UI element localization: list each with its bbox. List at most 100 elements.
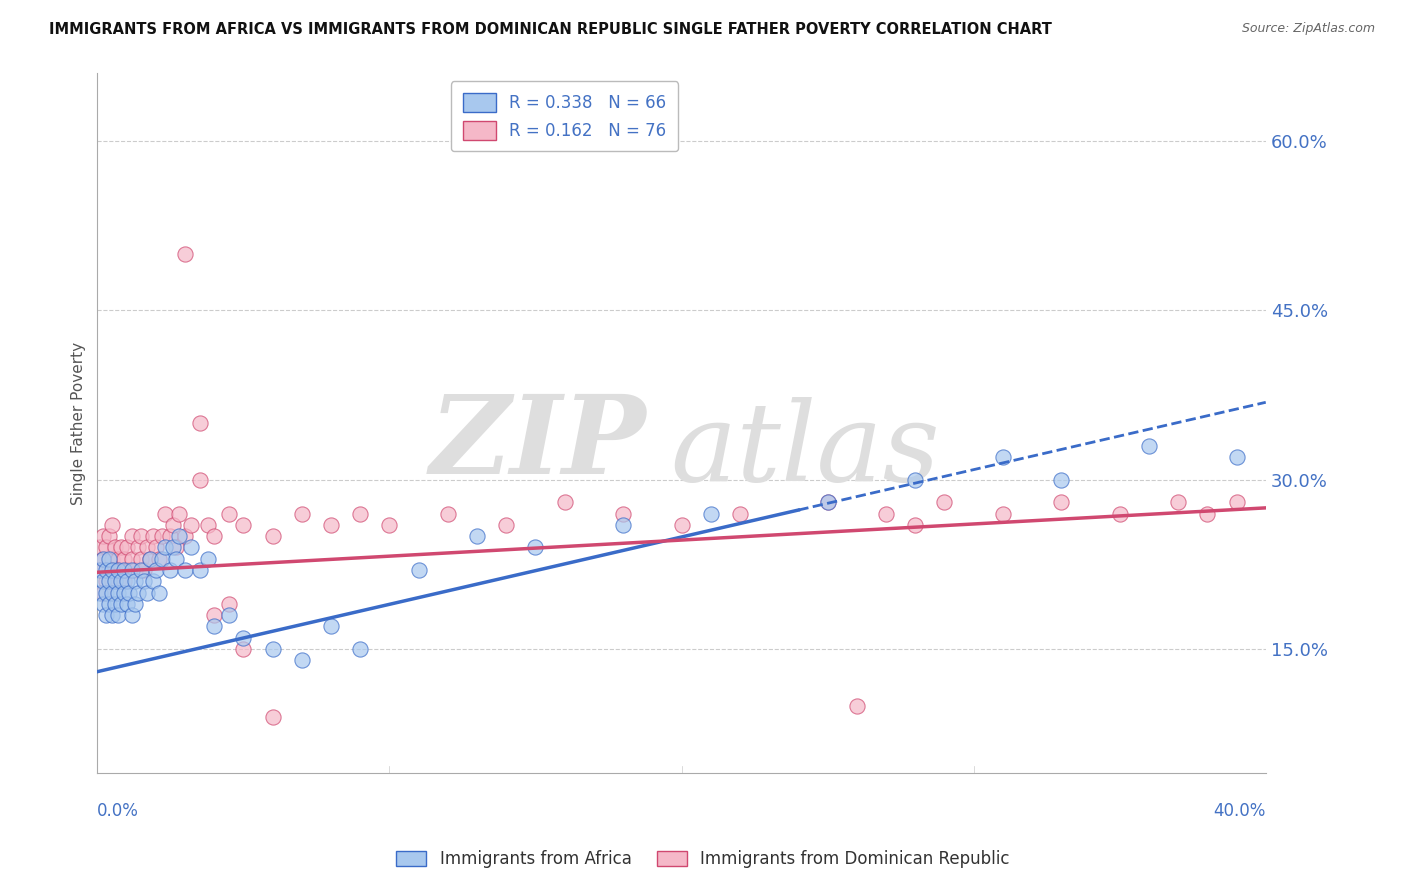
- Point: [129, 551, 152, 566]
- Point: [142, 529, 165, 543]
- Point: [94, 541, 117, 555]
- Point: [124, 574, 146, 589]
- Point: [202, 608, 225, 623]
- Point: [495, 517, 517, 532]
- Point: [291, 653, 314, 667]
- Point: [112, 551, 135, 566]
- Point: [232, 631, 254, 645]
- Point: [218, 608, 240, 623]
- Point: [845, 698, 868, 713]
- Point: [107, 574, 129, 589]
- Text: ZIP: ZIP: [430, 391, 647, 498]
- Point: [700, 507, 723, 521]
- Point: [524, 541, 547, 555]
- Point: [262, 710, 284, 724]
- Point: [148, 585, 170, 599]
- Point: [991, 507, 1014, 521]
- Point: [408, 563, 430, 577]
- Point: [1050, 473, 1073, 487]
- Point: [132, 574, 155, 589]
- Point: [91, 597, 114, 611]
- Point: [115, 541, 138, 555]
- Point: [1225, 495, 1247, 509]
- Point: [165, 541, 187, 555]
- Point: [188, 563, 211, 577]
- Point: [218, 597, 240, 611]
- Point: [180, 541, 202, 555]
- Point: [98, 529, 121, 543]
- Point: [817, 495, 839, 509]
- Point: [115, 597, 138, 611]
- Point: [174, 529, 197, 543]
- Text: IMMIGRANTS FROM AFRICA VS IMMIGRANTS FROM DOMINICAN REPUBLIC SINGLE FATHER POVER: IMMIGRANTS FROM AFRICA VS IMMIGRANTS FRO…: [49, 22, 1052, 37]
- Point: [197, 517, 219, 532]
- Point: [104, 574, 127, 589]
- Point: [150, 529, 173, 543]
- Point: [162, 541, 184, 555]
- Point: [118, 563, 141, 577]
- Text: atlas: atlas: [669, 398, 939, 505]
- Point: [104, 563, 127, 577]
- Point: [94, 563, 117, 577]
- Point: [89, 541, 111, 555]
- Point: [174, 246, 197, 260]
- Point: [1108, 507, 1130, 521]
- Point: [118, 585, 141, 599]
- Point: [127, 585, 149, 599]
- Point: [91, 551, 114, 566]
- Point: [904, 473, 927, 487]
- Point: [107, 608, 129, 623]
- Point: [218, 507, 240, 521]
- Point: [101, 608, 124, 623]
- Point: [319, 517, 342, 532]
- Point: [319, 619, 342, 633]
- Point: [378, 517, 401, 532]
- Point: [291, 507, 314, 521]
- Point: [89, 563, 111, 577]
- Point: [115, 574, 138, 589]
- Point: [142, 574, 165, 589]
- Point: [612, 517, 634, 532]
- Point: [110, 541, 132, 555]
- Point: [101, 551, 124, 566]
- Text: Source: ZipAtlas.com: Source: ZipAtlas.com: [1241, 22, 1375, 36]
- Point: [91, 574, 114, 589]
- Point: [150, 551, 173, 566]
- Point: [104, 541, 127, 555]
- Point: [124, 563, 146, 577]
- Point: [153, 541, 176, 555]
- Point: [904, 517, 927, 532]
- Point: [262, 529, 284, 543]
- Point: [202, 619, 225, 633]
- Point: [145, 563, 167, 577]
- Legend: R = 0.338   N = 66, R = 0.162   N = 76: R = 0.338 N = 66, R = 0.162 N = 76: [451, 81, 678, 152]
- Point: [112, 585, 135, 599]
- Point: [1050, 495, 1073, 509]
- Point: [349, 507, 371, 521]
- Point: [159, 529, 181, 543]
- Point: [465, 529, 488, 543]
- Point: [129, 529, 152, 543]
- Point: [165, 551, 187, 566]
- Point: [167, 529, 190, 543]
- Point: [89, 563, 111, 577]
- Text: 40.0%: 40.0%: [1213, 802, 1265, 820]
- Point: [153, 507, 176, 521]
- Point: [132, 563, 155, 577]
- Point: [124, 597, 146, 611]
- Point: [94, 585, 117, 599]
- Point: [1137, 439, 1160, 453]
- Point: [91, 551, 114, 566]
- Point: [148, 551, 170, 566]
- Point: [94, 574, 117, 589]
- Point: [91, 529, 114, 543]
- Point: [139, 551, 162, 566]
- Point: [728, 507, 751, 521]
- Point: [554, 495, 576, 509]
- Point: [94, 608, 117, 623]
- Point: [98, 574, 121, 589]
- Point: [115, 563, 138, 577]
- Point: [98, 551, 121, 566]
- Point: [110, 597, 132, 611]
- Point: [1197, 507, 1219, 521]
